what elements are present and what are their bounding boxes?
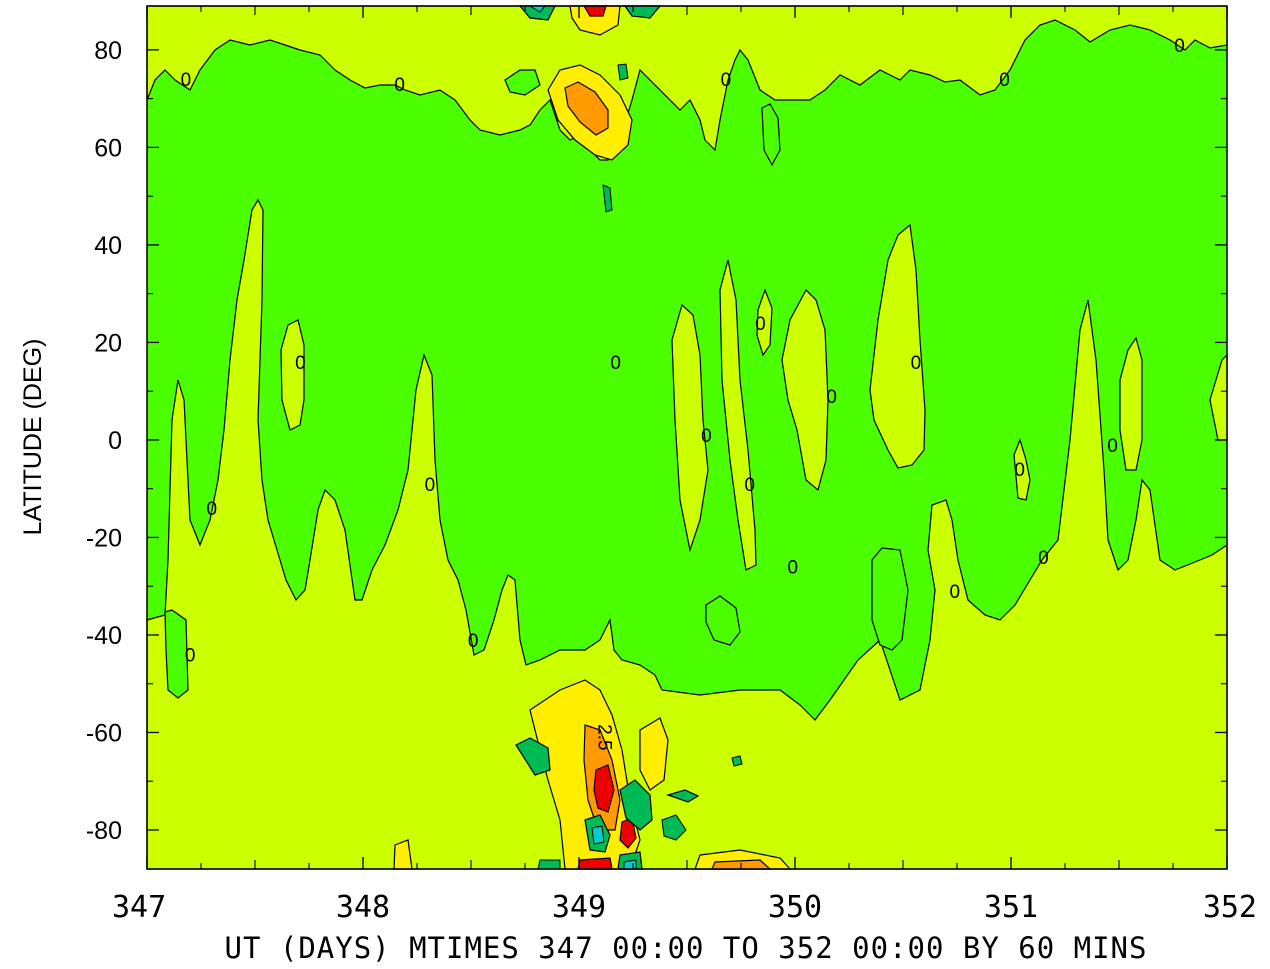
positive-mid-south-2 bbox=[639, 717, 669, 791]
neutral-hole-north-2 bbox=[761, 103, 781, 167]
negative-south-3 bbox=[515, 737, 551, 776]
zero-contour-label: 0 bbox=[207, 499, 218, 520]
y-tick-labels: 80 60 40 20 0 -20 -40 -60 -80 bbox=[86, 37, 122, 845]
positive-plume-b bbox=[671, 303, 709, 553]
tick-marks bbox=[146, 6, 1228, 869]
y-tick-label: -40 bbox=[86, 622, 122, 650]
zero-contour-label: 0 bbox=[721, 70, 732, 91]
zero-contour-label: 0 bbox=[468, 631, 479, 652]
zero-contour-label: 0 bbox=[295, 353, 306, 374]
y-tick-label: 60 bbox=[94, 134, 122, 162]
negative-south-6 bbox=[623, 859, 637, 870]
zero-contour-label: 0 bbox=[1038, 548, 1049, 569]
y-tick-label: -80 bbox=[86, 817, 122, 845]
positive-plume-g bbox=[1119, 336, 1143, 471]
neutral-tongue-1 bbox=[164, 609, 189, 699]
y-tick-label: 0 bbox=[108, 427, 122, 455]
positive-plume-e bbox=[869, 223, 926, 469]
positive-region-north bbox=[146, 5, 1228, 161]
zero-contour-label: 0 bbox=[1014, 460, 1025, 481]
x-axis-label: UT (DAYS) MTIMES 347 00:00 TO 352 00:00 … bbox=[225, 931, 1148, 965]
zero-contour-label: 0 bbox=[826, 387, 837, 408]
neutral-tongue-2 bbox=[871, 547, 909, 651]
x-tick-label: 352 bbox=[1203, 890, 1257, 925]
positive-plume-c bbox=[719, 259, 757, 571]
y-tick-label: 20 bbox=[94, 329, 122, 357]
zero-contour-label: 0 bbox=[1174, 36, 1185, 57]
zero-contour-label: 0 bbox=[425, 475, 436, 496]
negative-north-5 bbox=[617, 63, 629, 81]
plot-area bbox=[146, 5, 1228, 870]
positive-max-south bbox=[593, 764, 615, 813]
x-tick-label: 347 bbox=[112, 890, 166, 925]
zero-contour-label: 0 bbox=[950, 582, 961, 603]
x-tick-label: 351 bbox=[984, 890, 1038, 925]
positive-region-south bbox=[146, 198, 1228, 870]
positive-plume-h bbox=[756, 288, 773, 357]
negative-south-2 bbox=[619, 779, 653, 831]
negative-south-4 bbox=[591, 825, 605, 845]
level-labels: 2.5 bbox=[593, 724, 614, 750]
x-tick-label: 348 bbox=[336, 890, 390, 925]
zero-contour-label: 0 bbox=[744, 475, 755, 496]
zero-contour-label: 0 bbox=[181, 70, 192, 91]
neutral-hole-north-1 bbox=[504, 69, 541, 96]
y-axis-label: LATITUDE (DEG) bbox=[19, 339, 47, 536]
y-tick-label: 80 bbox=[94, 37, 122, 65]
neutral-tongue-3 bbox=[705, 595, 741, 646]
zero-contour-labels: 0 0 0 0 0 0 0 0 0 0 0 0 0 0 0 0 0 0 0 0 0 bbox=[181, 36, 1185, 666]
x-tick-label: 349 bbox=[552, 890, 606, 925]
positive-high-north bbox=[564, 81, 609, 136]
positive-plume-a bbox=[280, 319, 305, 431]
positive-plume-d bbox=[781, 289, 829, 492]
negative-north-4 bbox=[602, 184, 613, 213]
zero-contour-label: 0 bbox=[701, 426, 712, 447]
level-label: 2.5 bbox=[593, 724, 614, 750]
y-tick-label: -20 bbox=[86, 524, 122, 552]
positive-plume-f bbox=[1013, 438, 1031, 501]
zero-contour-label: 0 bbox=[788, 558, 799, 579]
x-tick-labels: 347 348 349 350 351 352 bbox=[112, 890, 1257, 925]
x-tick-label: 350 bbox=[768, 890, 822, 925]
zero-contour-label: 0 bbox=[1107, 436, 1118, 457]
zero-contour-label: 0 bbox=[394, 75, 405, 96]
zero-contour-label: 0 bbox=[610, 353, 621, 374]
y-tick-label: 40 bbox=[94, 232, 122, 260]
zero-contour-label: 0 bbox=[755, 314, 766, 335]
negative-south-7 bbox=[666, 789, 700, 803]
negative-south-8 bbox=[661, 814, 687, 841]
zero-contour-label: 0 bbox=[911, 353, 922, 374]
zero-contour-label: 0 bbox=[999, 70, 1010, 91]
positive-max-south-3 bbox=[577, 857, 613, 870]
zero-contour-label: 0 bbox=[185, 645, 196, 666]
negative-south-9 bbox=[731, 755, 743, 767]
y-tick-label: -60 bbox=[86, 719, 122, 747]
negative-south-10 bbox=[537, 859, 561, 870]
